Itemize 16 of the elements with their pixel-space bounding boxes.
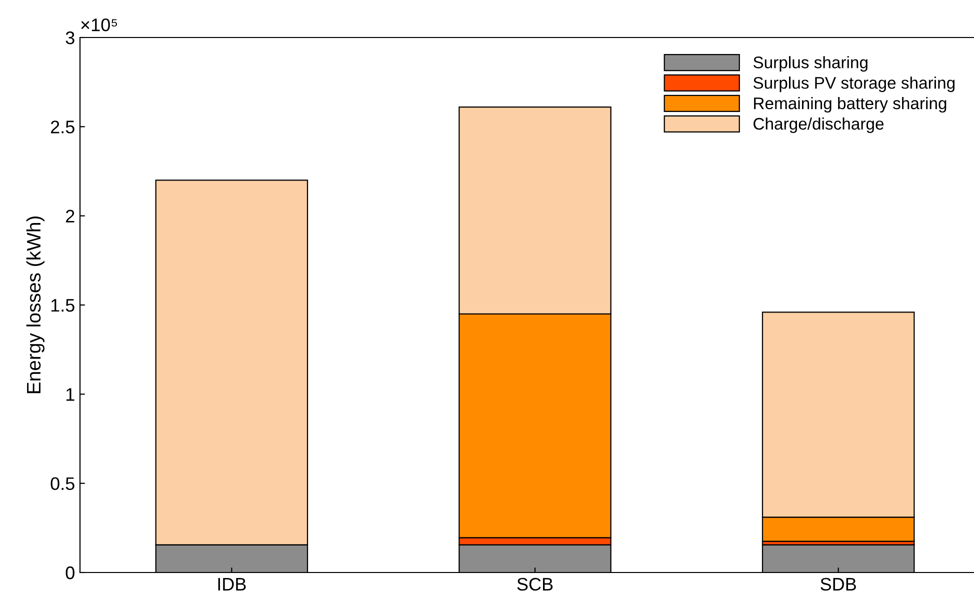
y-tick-label: 2.5 bbox=[50, 120, 74, 134]
legend-label: Charge/discharge bbox=[754, 117, 884, 134]
y-tick-label: 1.5 bbox=[51, 299, 74, 312]
y-axis-title: Energy losses (kWh) bbox=[26, 216, 44, 394]
legend-label: Surplus PV storage sharing bbox=[753, 76, 955, 92]
y-tick-label: 3 bbox=[66, 31, 74, 44]
x-tick-label: SDB bbox=[820, 578, 856, 591]
x-tick-label: IDB bbox=[218, 578, 246, 590]
x-tick-label: SCB bbox=[517, 578, 553, 591]
y-tick-label: 0 bbox=[66, 566, 74, 580]
y-tick-label: 0.5 bbox=[50, 477, 74, 490]
y-tick-label: 2 bbox=[66, 210, 74, 222]
legend-label: Surplus sharing bbox=[753, 56, 868, 72]
y-tick-label: 1 bbox=[66, 388, 74, 401]
legend-label: Remaining battery sharing bbox=[754, 97, 946, 113]
text: ×10⁵ bbox=[81, 18, 117, 32]
